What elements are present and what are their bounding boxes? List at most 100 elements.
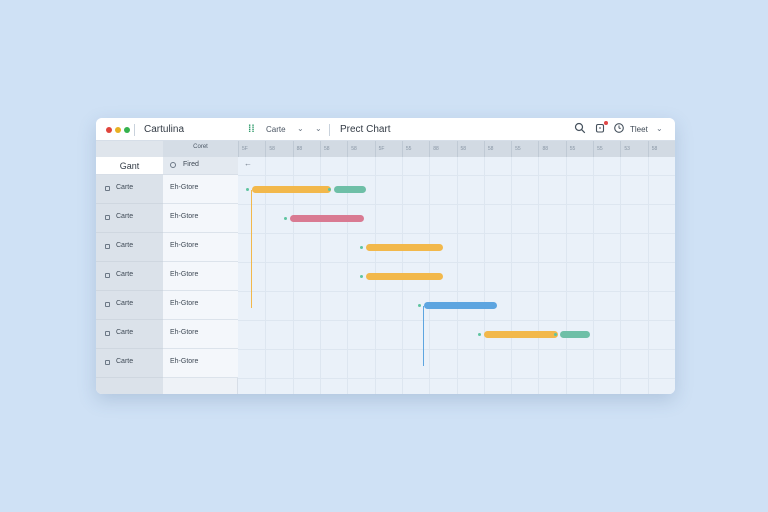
task-name: Carte <box>116 184 134 191</box>
checkbox-icon[interactable] <box>105 360 110 365</box>
timeline-header-cell: 58 <box>347 141 374 157</box>
task-detail-label: Eh-Gtore <box>170 242 199 249</box>
timeline-gridline <box>538 157 540 394</box>
task-detail-label: Eh-Gtore <box>170 300 199 307</box>
task-name: Carte <box>116 242 134 249</box>
search-icon[interactable] <box>573 122 587 136</box>
timeline-header-cell: 58 <box>647 141 675 157</box>
task-detail[interactable]: Eh-Gtore <box>163 262 238 291</box>
user-menu[interactable]: Tleet <box>630 125 648 134</box>
chevron-down-icon[interactable]: ⌄ <box>315 124 322 133</box>
title-bar: Cartulina ⁞⁞ Carte ⌄ ⌄ Prect Chart Tleet… <box>96 118 675 141</box>
minimize-window-button[interactable] <box>115 127 121 133</box>
timeline-header-cell: 55 <box>401 141 429 157</box>
fired-column-label: Fired <box>183 161 199 168</box>
timeline-gridline <box>292 157 294 394</box>
arrow-left-icon[interactable]: ← <box>244 159 252 168</box>
task-detail-label: Eh-Gtore <box>170 184 199 191</box>
timeline-header-cell: 88 <box>292 141 320 157</box>
timeline-gridline <box>456 157 458 394</box>
task-detail[interactable]: Eh-Gtore <box>163 291 238 320</box>
timeline-row-line <box>238 349 675 350</box>
bell-icon[interactable] <box>593 122 607 136</box>
project-title: Prect Chart <box>340 124 391 135</box>
timeline-header: 5F 58 88 58 58 5F 55 88 58 58 55 88 55 55 53 58 <box>238 141 675 157</box>
task-row[interactable]: Carte <box>96 233 163 262</box>
task-row[interactable]: Carte <box>96 349 163 378</box>
task-row[interactable]: Carte <box>96 320 163 349</box>
timeline-row-line <box>238 262 675 263</box>
timeline-gridline <box>319 157 321 394</box>
task-detail[interactable]: Eh-Gtore <box>163 349 238 378</box>
task-start-marker <box>360 275 364 278</box>
app-title: Cartulina <box>144 124 185 135</box>
timeline-header-cell: 58 <box>319 141 347 157</box>
task-bar[interactable] <box>289 215 364 222</box>
task-detail[interactable]: Eh-Gtore <box>163 233 238 262</box>
checkbox-icon[interactable] <box>105 302 110 307</box>
task-bar[interactable] <box>333 186 367 193</box>
timeline-gridline <box>265 157 267 394</box>
timeline-header-cell: 55 <box>565 141 593 157</box>
header-blank <box>96 141 163 157</box>
chevron-down-icon[interactable]: ⌄ <box>656 124 663 133</box>
task-name: Carte <box>116 300 134 307</box>
checkbox-icon[interactable] <box>105 331 110 336</box>
task-row[interactable]: Carte <box>96 262 163 291</box>
timeline-header-cell: 88 <box>538 141 565 157</box>
title-divider <box>134 124 135 136</box>
timeline-header-cell: 55 <box>593 141 620 157</box>
task-start-marker <box>554 333 558 336</box>
checkbox-icon[interactable] <box>105 215 110 220</box>
chevron-down-icon[interactable]: ⌄ <box>297 124 304 133</box>
task-detail[interactable]: Eh-Gtore <box>163 320 238 349</box>
fired-column-header[interactable]: Fired <box>163 157 238 175</box>
timeline-header-cell: 55 <box>511 141 538 157</box>
task-name: Carte <box>116 271 134 278</box>
gantt-timeline[interactable]: ← <box>238 157 675 394</box>
gantt-view-icon[interactable]: ⁞⁞ <box>248 124 255 135</box>
checkbox-icon[interactable] <box>105 273 110 278</box>
task-name: Carte <box>116 329 134 336</box>
timeline-row-line <box>238 320 675 321</box>
timeline-header-cell: 58 <box>265 141 292 157</box>
checkbox-icon[interactable] <box>105 244 110 249</box>
task-row[interactable]: Carte <box>96 175 163 204</box>
clock-icon[interactable] <box>612 122 626 136</box>
task-bar[interactable] <box>560 331 591 338</box>
timeline-header-row: Coret 5F 58 88 58 58 5F 55 88 58 58 55 88 55 55 53 58 <box>96 141 675 157</box>
task-name-column <box>96 175 163 394</box>
task-bar[interactable] <box>366 244 443 251</box>
task-bar[interactable] <box>366 273 443 280</box>
task-start-marker <box>360 246 364 249</box>
dependency-link <box>422 306 424 366</box>
task-bar[interactable] <box>483 331 558 338</box>
gantt-window: Cartulina ⁞⁞ Carte ⌄ ⌄ Prect Chart Tleet… <box>96 118 675 394</box>
close-window-button[interactable] <box>106 127 112 133</box>
timeline-gridline <box>565 157 567 394</box>
timeline-gridline <box>347 157 349 394</box>
timeline-row-line <box>238 291 675 292</box>
task-row[interactable]: Carte <box>96 204 163 233</box>
task-detail[interactable]: Eh-Gtore <box>163 204 238 233</box>
timeline-row-line <box>238 378 675 379</box>
task-detail[interactable]: Eh-Gtore <box>163 175 238 204</box>
task-bar[interactable] <box>251 186 331 193</box>
maximize-window-button[interactable] <box>124 127 130 133</box>
task-row[interactable]: Carte <box>96 291 163 320</box>
task-detail-label: Eh-Gtore <box>170 213 199 220</box>
task-bar[interactable] <box>423 302 498 309</box>
view-selector[interactable]: Carte <box>266 125 286 134</box>
timeline-header-cell: 5F <box>374 141 402 157</box>
timeline-gridline <box>620 157 622 394</box>
column-header-title: Coret <box>193 144 208 150</box>
timeline-row-line <box>238 204 675 205</box>
timeline-header-cell: 5F <box>238 141 265 157</box>
checkbox-icon[interactable] <box>105 186 110 191</box>
title-divider <box>329 124 330 136</box>
timeline-header-cell: 58 <box>483 141 511 157</box>
gantt-column-header[interactable]: Gant <box>96 157 163 175</box>
task-name: Carte <box>116 358 134 365</box>
timeline-header-cell: 88 <box>429 141 456 157</box>
timeline-gridline <box>647 157 649 394</box>
